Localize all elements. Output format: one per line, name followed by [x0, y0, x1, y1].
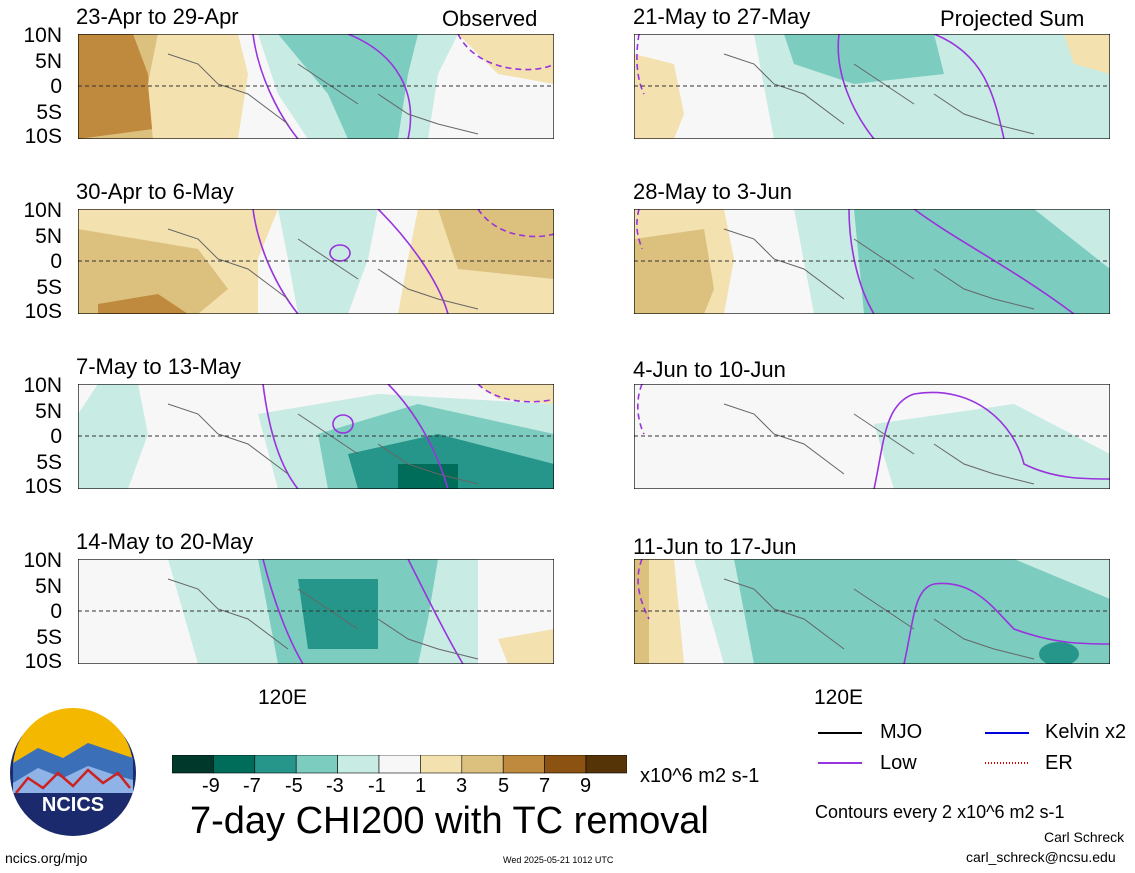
colorbar-tick: 7: [539, 775, 551, 797]
map-panel-left-4: [78, 559, 554, 664]
panel-title-left-1: 23-Apr to 29-Apr: [76, 4, 239, 29]
legend-line-low: [818, 762, 862, 764]
legend-line-mjo: [818, 732, 862, 734]
lat-label: 10S: [24, 650, 62, 673]
colorbar-units: x10^6 m2 s-1: [640, 765, 760, 787]
timestamp: Wed 2025-05-21 1012 UTC: [503, 855, 614, 865]
lat-label: 0: [50, 600, 62, 623]
logo-text: NCICS: [42, 794, 104, 816]
panel-title-right-1: 21-May to 27-May: [633, 4, 811, 29]
lat-label: 5S: [36, 276, 62, 299]
legend-line-er: [985, 762, 1029, 764]
colorbar: [172, 755, 627, 774]
panel-title-left-4: 14-May to 20-May: [76, 529, 254, 554]
source-url: ncics.org/mjo: [5, 850, 88, 866]
legend-label-er: ER: [1045, 752, 1073, 774]
legend-label-low: Low: [880, 752, 917, 774]
lat-label: 5N: [35, 400, 62, 423]
lat-label: 10N: [23, 24, 62, 47]
lat-label: 0: [50, 425, 62, 448]
contours-note: Contours every 2 x10^6 m2 s-1: [815, 802, 1065, 822]
figure-title: 7-day CHI200 with TC removal: [190, 800, 709, 842]
lat-label: 5N: [35, 50, 62, 73]
map-panel-right-1: [634, 34, 1110, 139]
colorbar-tick: -9: [202, 775, 220, 797]
map-panel-left-2: [78, 209, 554, 314]
legend-label-mjo: MJO: [880, 721, 923, 743]
lat-label: 10N: [23, 549, 62, 572]
lat-label: 10S: [24, 125, 62, 148]
panel-title-left-2: 30-Apr to 6-May: [76, 179, 234, 204]
lat-label: 10S: [24, 475, 62, 498]
legend-label-kelvin: Kelvin x2: [1045, 721, 1127, 743]
author-email: carl_schreck@ncsu.edu: [966, 849, 1116, 865]
ncics-logo: NCICS: [10, 708, 136, 836]
map-panel-left-1: [78, 34, 554, 139]
colorbar-tick: 5: [498, 775, 510, 797]
lat-label: 5S: [36, 101, 62, 124]
lat-label: 10N: [23, 199, 62, 222]
map-panel-right-3: [634, 384, 1110, 489]
panel-title-left-3: 7-May to 13-May: [76, 354, 242, 379]
colorbar-tick: 1: [415, 775, 427, 797]
panel-title-right-2: 28-May to 3-Jun: [633, 179, 792, 204]
lat-label: 5N: [35, 575, 62, 598]
projected-label: Projected Sum: [940, 6, 1085, 31]
colorbar-tick: -3: [326, 775, 344, 797]
lat-label: 10N: [23, 374, 62, 397]
legend-line-kelvin: [985, 732, 1029, 734]
lat-label: 10S: [24, 300, 62, 323]
observed-label: Observed: [442, 6, 538, 31]
lat-label: 0: [50, 250, 62, 273]
map-panel-right-4: [634, 559, 1110, 664]
panel-title-right-4: 11-Jun to 17-Jun: [633, 534, 797, 559]
colorbar-tick: -5: [285, 775, 303, 797]
lat-label: 5S: [36, 626, 62, 649]
colorbar-tick: -1: [368, 775, 386, 797]
author: Carl Schreck: [1044, 829, 1125, 845]
colorbar-tick: 3: [456, 775, 468, 797]
lon-label-right: 120E: [814, 686, 864, 709]
colorbar-tick: 9: [580, 775, 592, 797]
lat-label: 5N: [35, 225, 62, 248]
map-panel-left-3: [78, 384, 554, 489]
lat-label: 5S: [36, 451, 62, 474]
map-panel-right-2: [634, 209, 1110, 314]
lat-label: 0: [50, 75, 62, 98]
colorbar-tick: -7: [243, 775, 261, 797]
lon-label-left: 120E: [258, 686, 308, 709]
panel-title-right-3: 4-Jun to 10-Jun: [633, 357, 786, 382]
